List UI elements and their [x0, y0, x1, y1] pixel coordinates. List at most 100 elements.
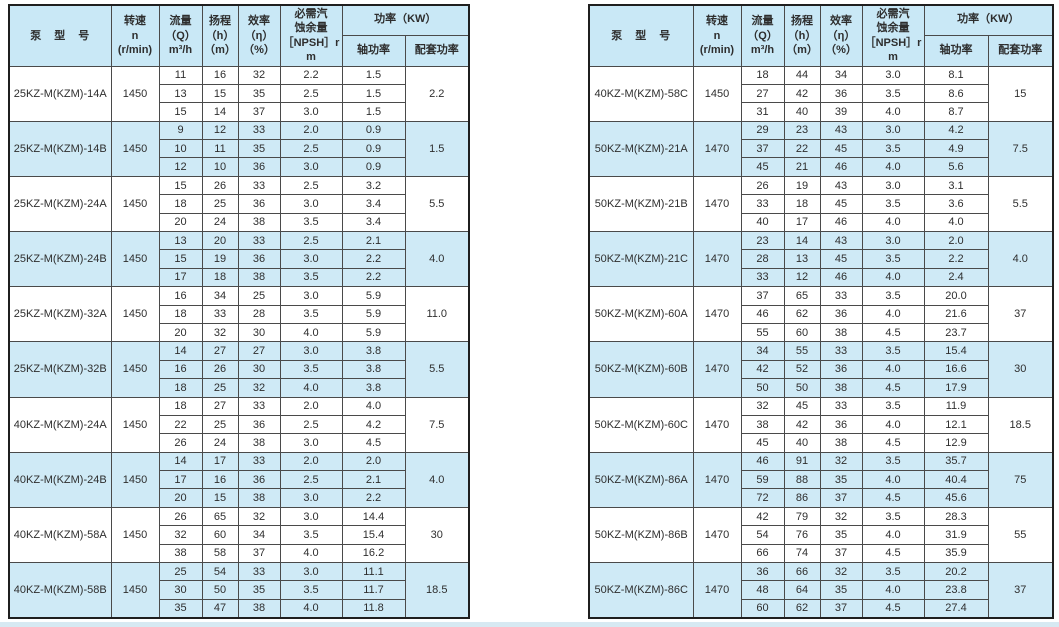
spec-row: 25KZ-M(KZM)-14B 1450 9 12 33 2.0 0.9 1.5: [8, 120, 470, 177]
table-header: 泵 型 号 转速 n (r/min) 流量 （Q） m³/h 扬程 （h） （m…: [8, 4, 470, 67]
spec-row: 25KZ-M(KZM)-32B 1450 14 27 27 3.0 3.8 5.5: [8, 341, 470, 398]
spec-row: 50 50 38 4.5 17.9: [589, 378, 1053, 398]
cell-shaft-power: 2.1: [341, 231, 406, 251]
cell-efficiency: 32: [819, 451, 863, 472]
spec-row: 18 25 36 3.0 3.4: [9, 194, 469, 214]
cell-shaft-power: 14.4: [341, 506, 406, 527]
cell-npsh: 3.5: [861, 506, 925, 527]
cell-head: 18: [201, 267, 239, 288]
cell-pump-model: 40KZ-M(KZM)-58C: [588, 65, 694, 122]
cell-efficiency: 30: [237, 359, 281, 380]
cell-efficiency: 36: [237, 194, 281, 214]
cell-head: 13: [783, 249, 821, 269]
cell-flow: 38: [740, 414, 785, 435]
cell-shaft-power: 8.1: [923, 65, 989, 85]
cell-matched-power: 4.0: [404, 231, 470, 288]
cell-efficiency: 45: [819, 194, 863, 214]
cell-npsh: 3.5: [861, 286, 925, 306]
cell-efficiency: 46: [819, 212, 863, 233]
spec-row: 72 86 37 4.5 45.6: [589, 488, 1053, 508]
cell-shaft-power: 3.8: [341, 341, 406, 361]
cell-efficiency: 33: [819, 286, 863, 306]
cell-npsh: 3.5: [861, 451, 925, 472]
cell-speed: 1450: [110, 65, 160, 122]
cell-shaft-power: 0.9: [341, 139, 406, 159]
cell-pump-model: 25KZ-M(KZM)-32B: [8, 341, 112, 398]
cell-npsh: 3.5: [861, 249, 925, 269]
spec-row: 66 74 37 4.5 35.9: [589, 543, 1053, 564]
spec-row: 54 76 35 4.0 31.9: [589, 525, 1053, 545]
cell-head: 40: [783, 102, 821, 122]
cell-npsh: 2.0: [279, 396, 343, 416]
cell-pump-model: 25KZ-M(KZM)-24A: [8, 175, 112, 233]
header-head: 扬程 （h） （m）: [783, 4, 821, 67]
cell-efficiency: 43: [819, 231, 863, 251]
spec-row: 20 32 30 4.0 5.9: [9, 322, 469, 343]
cell-flow: 23: [740, 231, 785, 251]
cell-efficiency: 34: [819, 65, 863, 85]
cell-pump-model: 50KZ-M(KZM)-60C: [588, 396, 694, 453]
cell-efficiency: 38: [819, 322, 863, 343]
cell-flow: 31: [740, 102, 785, 122]
spec-row: 25KZ-M(KZM)-14A 1450 11 16 32 2.2 1.5 2.2: [8, 65, 470, 122]
cell-head: 50: [783, 378, 821, 398]
cell-shaft-power: 2.0: [923, 231, 989, 251]
cell-efficiency: 38: [237, 267, 281, 288]
cell-efficiency: 36: [819, 414, 863, 435]
cell-head: 17: [201, 451, 239, 472]
cell-speed: 1450: [110, 451, 160, 508]
cell-shaft-power: 3.2: [341, 175, 406, 196]
cell-flow: 27: [740, 83, 785, 104]
cell-npsh: 3.0: [279, 341, 343, 361]
cell-npsh: 4.0: [279, 378, 343, 398]
spec-row: 40KZ-M(KZM)-24A 1450 18 27 33 2.0 4.0 7.5: [8, 396, 470, 453]
cell-head: 19: [201, 249, 239, 269]
spec-row: 33 12 46 4.0 2.4: [589, 267, 1053, 288]
spec-row: 20 24 38 3.5 3.4: [9, 212, 469, 233]
cell-npsh: 4.0: [861, 470, 925, 490]
cell-flow: 15: [158, 175, 203, 196]
spec-row: 38 58 37 4.0 16.2: [9, 543, 469, 564]
cell-shaft-power: 2.2: [341, 488, 406, 508]
spec-row: 40KZ-M(KZM)-58A 1450 26 65 32 3.0 14.4 30: [8, 506, 470, 564]
spec-row: 50KZ-M(KZM)-86A 1470 46 91 32 3.5 35.7 75: [588, 451, 1054, 508]
cell-flow: 17: [158, 267, 203, 288]
table-body: 40KZ-M(KZM)-58C 1450 18 44 34 3.0 8.1 15 27 42 36 3…: [588, 65, 1054, 619]
cell-head: 11: [201, 139, 239, 159]
cell-npsh: 2.5: [279, 470, 343, 490]
cell-head: 65: [783, 286, 821, 306]
cell-speed: 1450: [110, 341, 160, 398]
cell-head: 12: [783, 267, 821, 288]
cell-flow: 30: [158, 580, 203, 600]
cell-flow: 55: [740, 322, 785, 343]
cell-head: 15: [201, 83, 239, 104]
spec-row: 38 42 36 4.0 12.1: [589, 414, 1053, 435]
cell-efficiency: 33: [819, 341, 863, 361]
cell-head: 14: [783, 231, 821, 251]
cell-head: 25: [201, 414, 239, 435]
cell-shaft-power: 16.6: [923, 359, 989, 380]
header-shaft-power: 轴功率: [341, 34, 406, 67]
cell-npsh: 3.0: [861, 231, 925, 251]
cell-shaft-power: 21.6: [923, 304, 989, 324]
cell-efficiency: 37: [819, 488, 863, 508]
cell-matched-power: 18.5: [404, 562, 470, 619]
cell-efficiency: 33: [237, 231, 281, 251]
cell-efficiency: 36: [237, 414, 281, 435]
cell-speed: 1450: [110, 175, 160, 233]
cell-efficiency: 33: [237, 396, 281, 416]
cell-npsh: 3.5: [279, 267, 343, 288]
cell-matched-power: 1.5: [404, 120, 470, 177]
cell-head: 25: [201, 378, 239, 398]
cell-speed: 1470: [692, 231, 742, 288]
cell-npsh: 2.0: [279, 120, 343, 141]
cell-flow: 16: [158, 359, 203, 380]
cell-matched-power: 5.5: [404, 175, 470, 233]
cell-head: 34: [201, 286, 239, 306]
cell-flow: 29: [740, 120, 785, 141]
cell-head: 40: [783, 433, 821, 453]
cell-shaft-power: 0.9: [341, 120, 406, 141]
cell-npsh: 2.5: [279, 175, 343, 196]
table-body: 25KZ-M(KZM)-14A 1450 11 16 32 2.2 1.5 2.2 13 15 35…: [8, 65, 470, 619]
cell-npsh: 4.0: [279, 598, 343, 619]
